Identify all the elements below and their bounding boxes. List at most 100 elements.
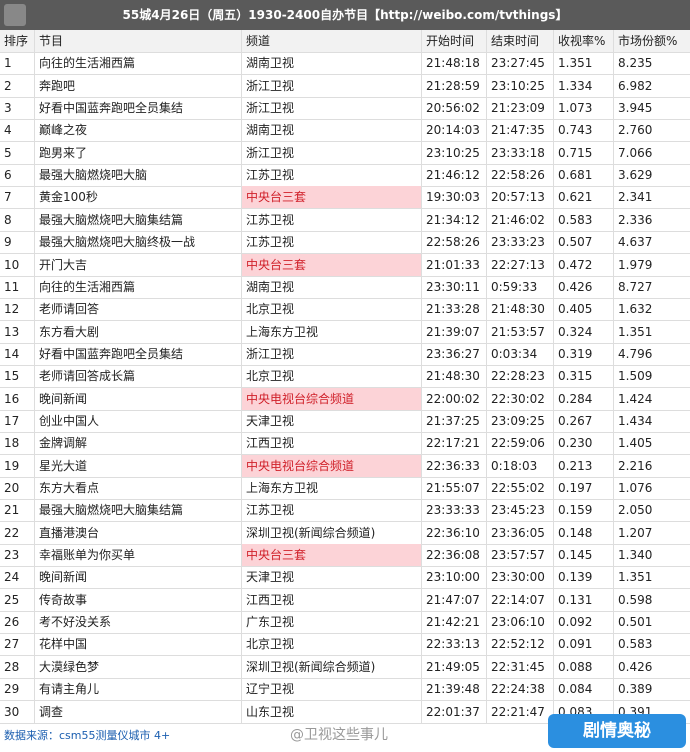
table-cell: 14 (4, 346, 20, 361)
table-cell: 北京卫视 (241, 633, 421, 656)
table-cell: 2 (4, 78, 12, 93)
table-cell: 中央台三套 (241, 186, 421, 209)
table-cell: 0.743 (553, 119, 613, 142)
table-cell: 11 (4, 279, 20, 294)
table-row: 29 有请主角儿 辽宁卫视 21:39:48 22:24:38 0.084 0.389 (0, 678, 690, 702)
table-cell: 0.598 (613, 588, 690, 611)
table-cell: 22:36:08 (421, 544, 486, 567)
table-row: 23 幸福账单为你买单 中央台三套 22:36:08 23:57:57 0.145 1.34… (0, 544, 690, 568)
table-cell: 0:59:33 (486, 275, 553, 298)
column-header: 排序 (4, 34, 29, 48)
header-row: 排序 节目 频道 开始时间 结束时间 收视率% 市场份额% (0, 30, 690, 53)
table-row: 24 晚间新闻 天津卫视 23:10:00 23:30:00 0.139 1.351 (0, 566, 690, 590)
table-row: 15 老师请回答成长篇 北京卫视 21:48:30 22:28:23 0.315 1.509 (0, 365, 690, 389)
table-row: 28 大漠绿色梦 深圳卫视(新闻综合频道) 21:49:05 22:31:45 0.088… (0, 655, 690, 679)
table-cell: 22:28:23 (486, 365, 553, 388)
table-cell: 2.341 (613, 186, 690, 209)
table-cell: 最强大脑燃烧吧大脑集结篇 (34, 499, 241, 522)
table-cell: 开门大吉 (34, 253, 241, 276)
table-cell: 1.351 (613, 320, 690, 343)
table-cell: 0.159 (553, 499, 613, 522)
table-cell: 0.507 (553, 231, 613, 254)
table-cell: 最强大脑燃烧吧大脑集结篇 (34, 208, 241, 231)
table-cell: 湖南卫视 (241, 52, 421, 75)
table-cell: 21 (4, 503, 20, 518)
table-cell: 7.066 (613, 141, 690, 164)
table-cell: 1.434 (613, 409, 690, 432)
table-cell: 0.583 (613, 633, 690, 656)
table-cell: 0.324 (553, 320, 613, 343)
table-row: 13 东方看大剧 上海东方卫视 21:39:07 21:53:57 0.324 1.351 (0, 320, 690, 344)
table-cell: 上海东方卫视 (241, 477, 421, 499)
table-cell: 北京卫视 (241, 298, 421, 321)
table-cell: 1.979 (613, 253, 690, 276)
table-cell: 23:10:25 (486, 74, 553, 97)
table-row: 4 巅峰之夜 湖南卫视 20:14:03 21:47:35 0.743 2.760 (0, 119, 690, 143)
table-cell: 20 (4, 481, 20, 495)
table-cell: 6.982 (613, 74, 690, 97)
table-cell: 1.207 (613, 521, 690, 544)
table-row: 14 好看中国蓝奔跑吧全员集结 浙江卫视 23:36:27 0:03:34 0.319 4.… (0, 342, 690, 366)
table-cell: 浙江卫视 (241, 97, 421, 120)
table-cell: 3.629 (613, 164, 690, 187)
table-cell: 21:53:57 (486, 320, 553, 343)
table-cell: 3 (4, 101, 12, 116)
table-cell: 2.760 (613, 119, 690, 142)
table-row: 10 开门大吉 中央台三套 21:01:33 22:27:13 0.472 1.979 (0, 253, 690, 277)
table-cell: 21:33:28 (421, 298, 486, 321)
table-cell: 直播港澳台 (34, 521, 241, 544)
table-cell: 2.216 (613, 454, 690, 477)
table-cell: 0.681 (553, 164, 613, 187)
table-cell: 4 (4, 123, 12, 138)
table-cell: 北京卫视 (241, 365, 421, 388)
table-cell: 21:55:07 (421, 477, 486, 499)
column-header: 节目 (34, 30, 241, 52)
table-cell: 23:27:45 (486, 52, 553, 75)
table-cell: 21:39:48 (421, 678, 486, 701)
table-cell: 辽宁卫视 (241, 678, 421, 701)
table-cell: 29 (4, 682, 20, 697)
table-cell: 22:27:13 (486, 253, 553, 276)
table-cell: 传奇故事 (34, 588, 241, 611)
table-cell: 17 (4, 413, 20, 428)
table-cell: 22:21:47 (486, 700, 553, 723)
table-cell: 深圳卫视(新闻综合频道) (241, 655, 421, 678)
table-cell: 26 (4, 615, 20, 630)
table-cell: 老师请回答 (34, 298, 241, 321)
table-cell: 20:57:13 (486, 186, 553, 209)
table-cell: 22:58:26 (421, 231, 486, 254)
table-cell: 0.426 (553, 275, 613, 298)
table-cell: 22:59:06 (486, 432, 553, 455)
table-cell: 中央台三套 (241, 253, 421, 276)
table-cell: 1.509 (613, 365, 690, 388)
table-cell: 0.091 (553, 633, 613, 656)
table-cell: 江苏卫视 (241, 208, 421, 231)
table-cell: 浙江卫视 (241, 342, 421, 365)
table-cell: 1.334 (553, 74, 613, 97)
table-cell: 21:46:12 (421, 164, 486, 187)
table-cell: 1.076 (613, 477, 690, 499)
table-cell: 浙江卫视 (241, 74, 421, 97)
table-cell: 大漠绿色梦 (34, 655, 241, 678)
logo-icon (4, 4, 26, 26)
table-cell: 23:33:33 (421, 499, 486, 522)
table-cell: 6 (4, 168, 12, 183)
table-row: 5 跑男来了 浙江卫视 23:10:25 23:33:18 0.715 7.066 (0, 141, 690, 165)
table-cell: 最强大脑燃烧吧大脑终极一战 (34, 231, 241, 254)
table-cell: 23:10:00 (421, 566, 486, 589)
table-cell: 20:14:03 (421, 119, 486, 142)
table-cell: 23:10:25 (421, 141, 486, 164)
brand-logo: 剧情奥秘 (548, 714, 686, 748)
table-cell: 0.148 (553, 521, 613, 544)
table-row: 21 最强大脑燃烧吧大脑集结篇 江苏卫视 23:33:33 23:45:23 0.159 2… (0, 499, 690, 523)
table-cell: 22:55:02 (486, 477, 553, 499)
table-cell: 0.319 (553, 342, 613, 365)
table-cell: 0.715 (553, 141, 613, 164)
table-cell: 27 (4, 637, 20, 652)
table-cell: 21:37:25 (421, 409, 486, 432)
table-cell: 22:31:45 (486, 655, 553, 678)
table-cell: 好看中国蓝奔跑吧全员集结 (34, 97, 241, 120)
table-cell: 22:24:38 (486, 678, 553, 701)
table-cell: 1.340 (613, 544, 690, 567)
table-cell: 3.945 (613, 97, 690, 120)
